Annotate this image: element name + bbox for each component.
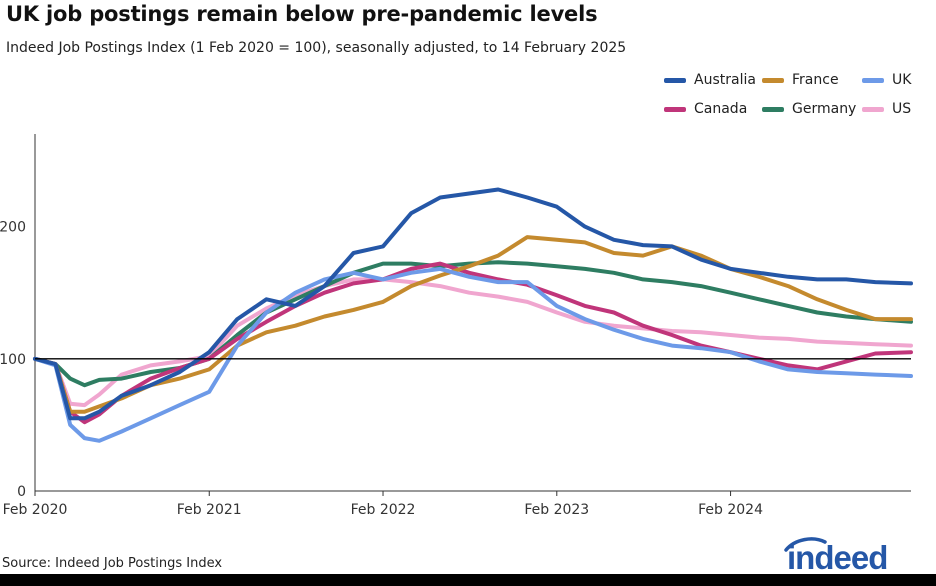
indeed-logo-mark: indeed: [784, 537, 888, 576]
chart-subtitle: Indeed Job Postings Index (1 Feb 2020 = …: [6, 40, 627, 56]
series-line-germany: [33, 260, 913, 388]
series-line-canada: [33, 261, 913, 425]
chart-title: UK job postings remain below pre-pandemi…: [6, 2, 598, 26]
x-tick-label-1: Feb 2021: [177, 502, 242, 518]
x-tick-label-0: Feb 2020: [3, 502, 68, 518]
indeed-logo-text: indeed: [787, 539, 887, 576]
y-tick-label-200: 200: [0, 220, 26, 236]
x-tick-label-4: Feb 2024: [698, 502, 763, 518]
y-tick-label-0: 0: [17, 484, 26, 500]
source-note: Source: Indeed Job Postings Index: [2, 556, 223, 571]
y-tick-label-100: 100: [0, 352, 26, 368]
bottom-bar: [0, 574, 936, 586]
series-line-australia: [33, 187, 913, 421]
series-line-france: [33, 235, 913, 414]
x-tick-label-3: Feb 2023: [524, 502, 589, 518]
series-line-us: [33, 277, 913, 408]
x-tick-label-2: Feb 2022: [351, 502, 416, 518]
indeed-logo: indeed: [783, 536, 913, 576]
